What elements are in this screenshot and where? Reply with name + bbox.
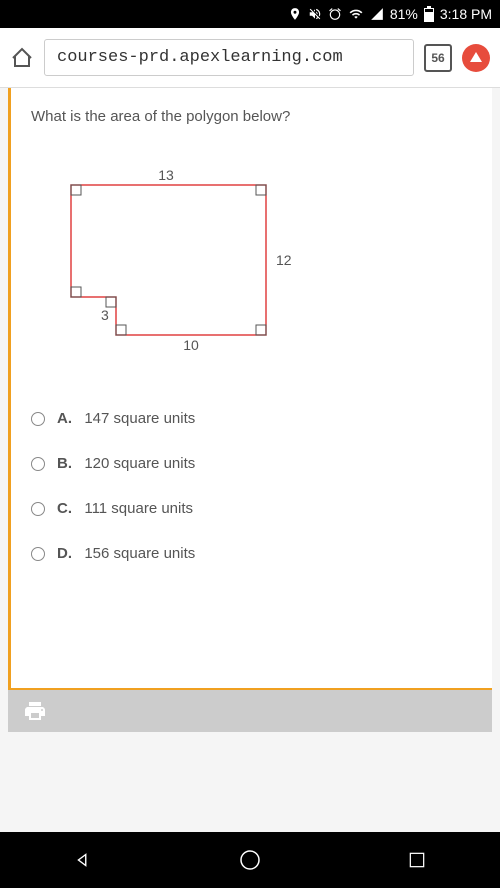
- option-c-text: 111 square units: [84, 500, 193, 517]
- option-c-letter: C.: [57, 500, 72, 517]
- bottom-toolbar: [8, 688, 492, 732]
- tab-count-button[interactable]: 56: [424, 44, 452, 72]
- option-a-text: 147 square units: [84, 410, 195, 427]
- options-list: A. 147 square units B. 120 square units …: [31, 410, 472, 562]
- option-b-text: 120 square units: [84, 455, 195, 472]
- question-text: What is the area of the polygon below?: [31, 108, 472, 125]
- polygon-diagram: 13 12 10 3: [51, 165, 311, 355]
- signal-icon: [370, 7, 384, 21]
- label-right: 12: [276, 252, 292, 268]
- option-d-letter: D.: [57, 545, 72, 562]
- option-a-letter: A.: [57, 410, 72, 427]
- content-area: What is the area of the polygon below? 1…: [8, 88, 492, 688]
- battery-icon: [424, 6, 434, 22]
- clock-time: 3:18 PM: [440, 6, 492, 22]
- radio-a[interactable]: [31, 412, 45, 426]
- url-input[interactable]: courses-prd.apexlearning.com: [44, 39, 414, 76]
- wifi-icon: [348, 7, 364, 21]
- label-notch: 3: [101, 307, 109, 323]
- battery-percent: 81%: [390, 6, 418, 22]
- status-icons: 81% 3:18 PM: [288, 6, 492, 22]
- print-icon[interactable]: [23, 699, 47, 723]
- opera-icon[interactable]: [462, 44, 490, 72]
- option-c[interactable]: C. 111 square units: [31, 500, 472, 517]
- alarm-icon: [328, 7, 342, 21]
- back-button[interactable]: [69, 846, 97, 874]
- option-b-letter: B.: [57, 455, 72, 472]
- option-d[interactable]: D. 156 square units: [31, 545, 472, 562]
- status-bar: 81% 3:18 PM: [0, 0, 500, 28]
- home-icon[interactable]: [10, 46, 34, 70]
- radio-c[interactable]: [31, 502, 45, 516]
- option-b[interactable]: B. 120 square units: [31, 455, 472, 472]
- label-bottom: 10: [183, 337, 199, 353]
- location-icon: [288, 7, 302, 21]
- label-top: 13: [158, 167, 174, 183]
- radio-d[interactable]: [31, 547, 45, 561]
- nav-bar: [0, 832, 500, 888]
- browser-bar: courses-prd.apexlearning.com 56: [0, 28, 500, 88]
- radio-b[interactable]: [31, 457, 45, 471]
- recent-button[interactable]: [403, 846, 431, 874]
- option-a[interactable]: A. 147 square units: [31, 410, 472, 427]
- option-d-text: 156 square units: [84, 545, 195, 562]
- home-button[interactable]: [236, 846, 264, 874]
- mute-icon: [308, 7, 322, 21]
